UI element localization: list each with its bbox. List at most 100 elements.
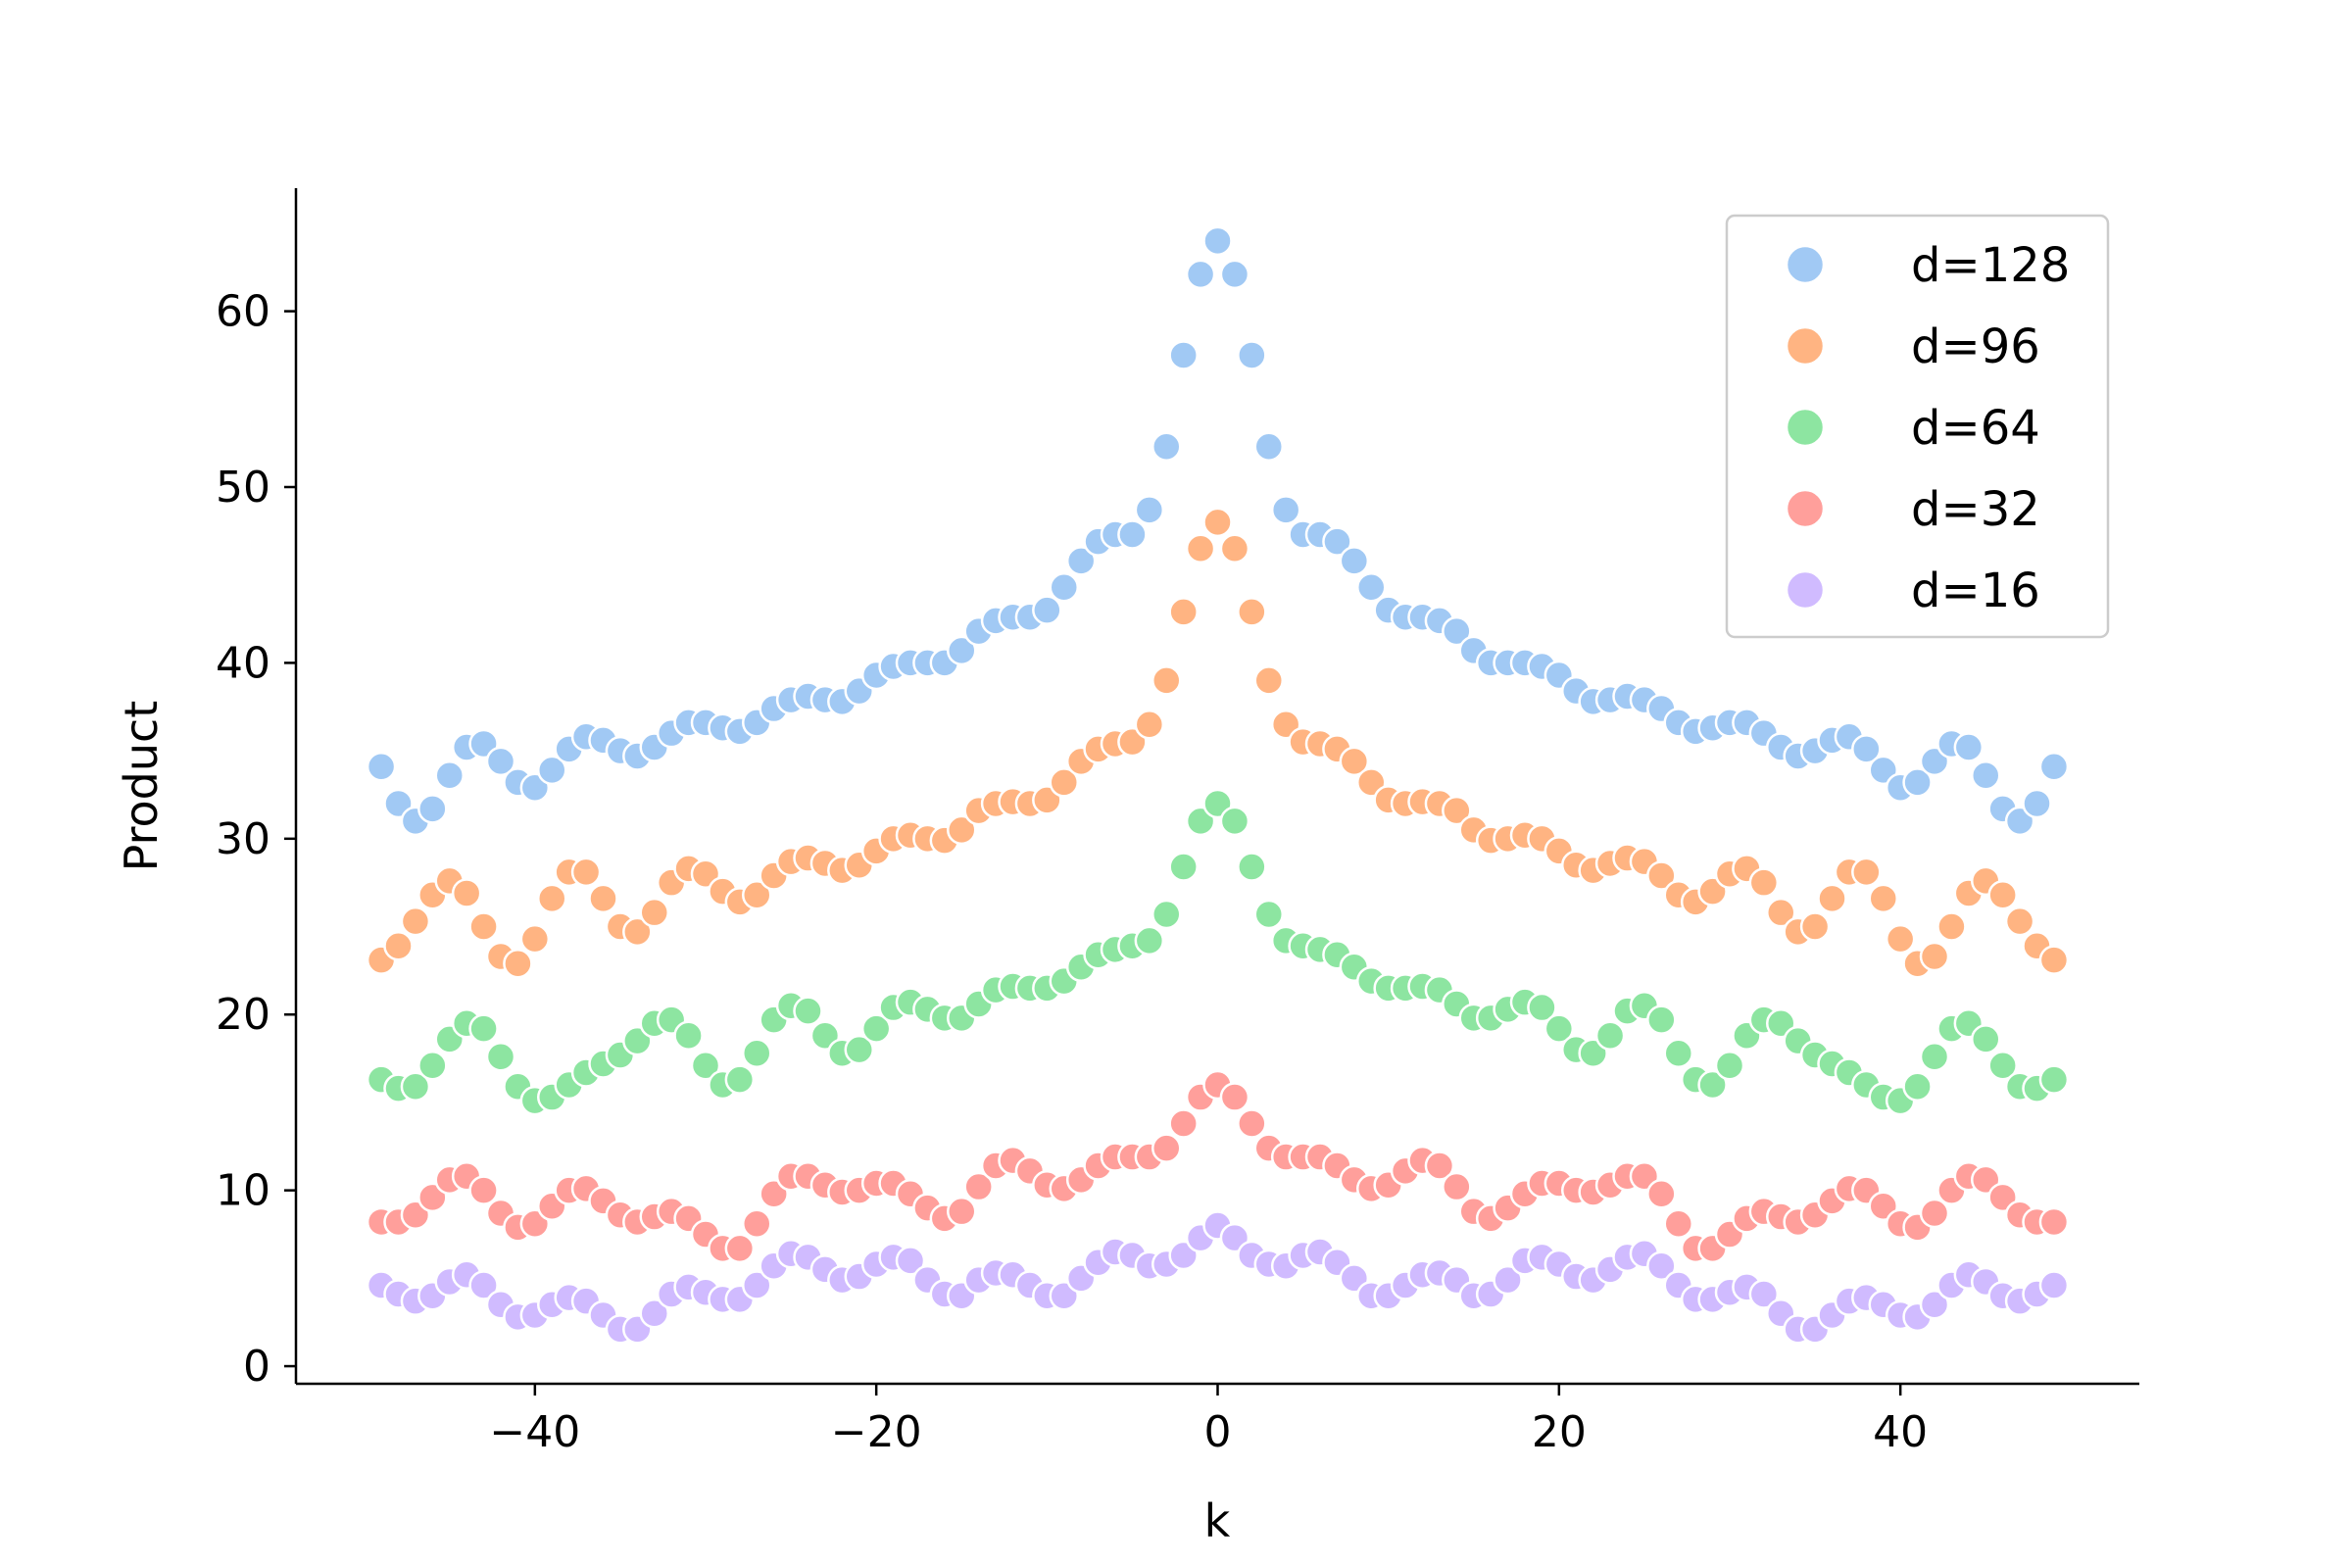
data-point [639,897,669,928]
data-point [1919,1198,1950,1229]
legend: d=128 d=96 d=64 d=32 d=16 [1725,214,2110,639]
data-point [1987,879,2018,910]
legend-label: d=16 [1911,564,2040,618]
data-point [1168,1108,1199,1139]
data-point [519,923,551,955]
data-point [895,1246,926,1276]
legend-entry: d=128 [1785,238,2070,293]
data-point [1152,665,1182,696]
data-point [1202,225,1233,257]
data-point [1356,572,1387,603]
legend-label: d=96 [1911,319,2040,374]
data-point [1049,767,1079,798]
y-tick-label: 10 [216,1166,270,1216]
legend-frame [1725,214,2110,639]
data-point [947,635,977,666]
data-point [383,931,414,961]
data-point [400,1071,431,1102]
data-point [1424,1151,1455,1181]
data-point [1253,899,1284,930]
data-point [724,1233,756,1264]
data-point [1748,867,1780,898]
data-point [1219,533,1250,564]
x-tick-label: 0 [1204,1407,1232,1457]
data-point [1442,1171,1472,1202]
data-point [724,1064,756,1095]
data-point [2004,906,2035,937]
legend-entry: d=32 [1785,482,2040,537]
data-point [1919,1290,1950,1320]
data-point [1442,795,1472,826]
data-point [2038,945,2070,975]
data-point [1953,732,1984,762]
data-point [742,1208,772,1239]
data-point [366,752,397,782]
data-point [1851,857,1882,888]
data-point [570,857,602,888]
data-point [742,1270,772,1300]
data-point [1049,572,1079,603]
data-point [844,1034,874,1065]
data-point [537,755,567,786]
data-point [1817,883,1847,914]
y-tick-label: 60 [216,287,270,337]
points-layer [366,225,2070,1345]
y-tick-label: 20 [216,990,270,1040]
data-point [1185,259,1216,290]
legend-label: d=64 [1911,401,2040,456]
legend-marker [1785,244,1826,285]
y-tick-label: 0 [243,1342,270,1392]
y-tick-label: 40 [216,638,270,688]
data-point [1168,597,1199,627]
data-point [1168,852,1199,882]
data-point [588,883,618,914]
data-point [485,746,516,777]
legend-entries: d=128 d=96 d=64 d=32 d=16 [1785,238,2070,618]
data-point [1152,1133,1182,1163]
data-point [1152,899,1182,930]
data-point [1646,1250,1677,1282]
data-point [1270,495,1301,525]
data-point [2038,1270,2070,1300]
series-d=128 [366,225,2070,837]
data-point [451,878,482,908]
data-point [963,1171,994,1202]
data-point [1748,1279,1780,1309]
legend-marker [1785,569,1826,611]
data-point [1971,760,2001,791]
data-point [1902,767,1933,798]
series-d=96 [366,507,2070,979]
data-point [1646,1004,1677,1035]
data-point [1936,911,1967,942]
data-point [1493,1264,1523,1296]
data-point [2038,1064,2070,1095]
x-axis-label: k [1204,1494,1231,1547]
series-d=32 [366,1069,2070,1264]
data-point [1697,1069,1728,1101]
data-point [1253,431,1284,462]
y-axis-label: Product [115,701,168,872]
data-point [1185,533,1216,564]
series-d=64 [366,788,2070,1116]
data-point [1237,1108,1267,1139]
data-point [1971,1024,2001,1054]
data-point [1799,911,1831,942]
data-point [1646,1178,1677,1209]
data-point [1714,1051,1745,1081]
data-point [1134,709,1165,740]
data-point [1868,883,1898,914]
data-point [417,1051,448,1081]
data-point [1065,546,1097,576]
legend-marker [1785,488,1826,529]
legend-label: d=128 [1911,238,2070,293]
data-point [2038,752,2070,782]
data-point [1237,852,1267,882]
data-point [468,1270,499,1300]
data-point [1237,340,1267,370]
data-point [1117,519,1148,550]
data-point [1919,941,1950,972]
data-point [1766,897,1796,928]
data-point [622,916,653,948]
data-point [434,760,465,791]
